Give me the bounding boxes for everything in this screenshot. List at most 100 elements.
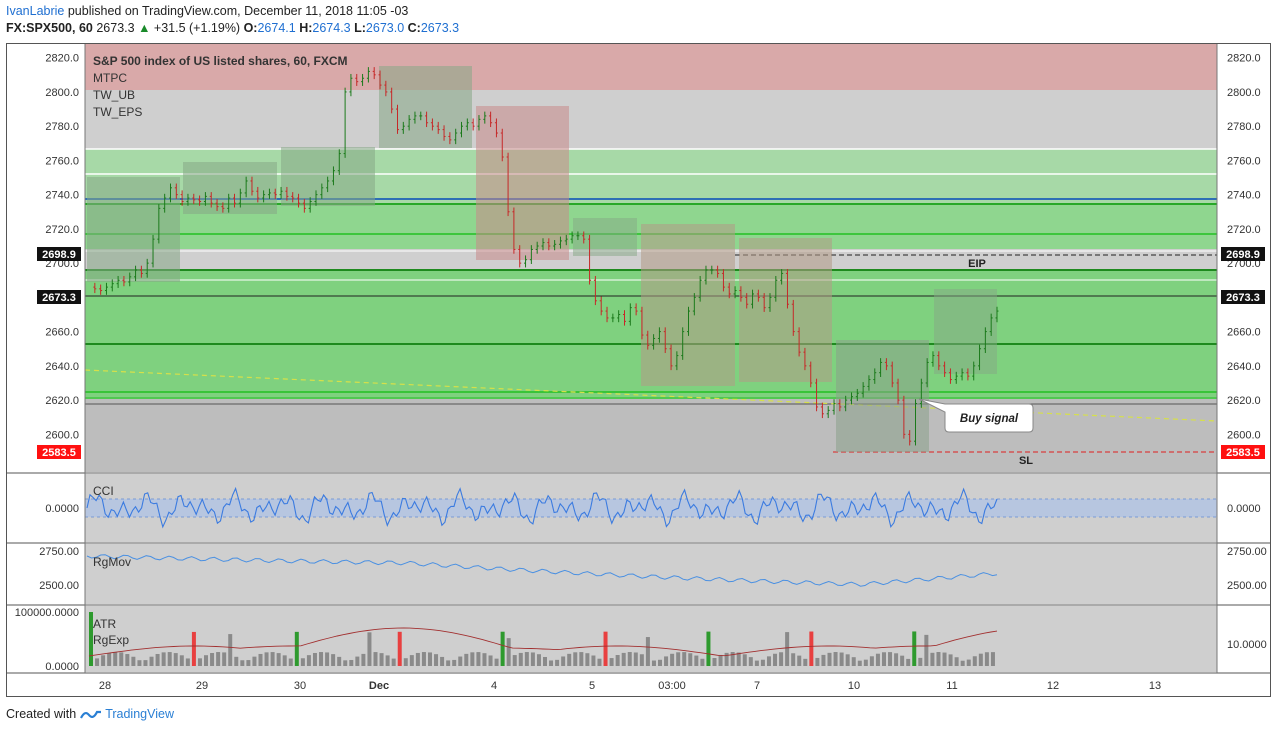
range-box	[87, 177, 180, 282]
atr-bar	[331, 654, 336, 666]
atr-bar	[101, 655, 106, 666]
high-label: H:	[299, 21, 313, 35]
atr-bar	[470, 652, 475, 666]
atr-bar	[397, 631, 402, 666]
price-tick-right: 2820.0	[1227, 53, 1261, 65]
atr-bar	[107, 653, 112, 666]
eip-price-left: 2698.9	[42, 249, 76, 261]
atr-bar	[948, 654, 953, 666]
atr-bar	[900, 655, 905, 666]
atr-bar	[228, 634, 233, 666]
atr-bar	[427, 652, 432, 666]
published-text: published on TradingView.com, December 1…	[64, 4, 409, 18]
atr-bar	[506, 638, 511, 666]
atr-bar	[306, 655, 311, 666]
atr-bar	[385, 655, 390, 666]
time-axis[interactable]: 28 29 30 Dec 4 5 03:00 7 10 11 12 13	[99, 680, 1161, 692]
atr-bar	[694, 655, 699, 666]
time-tick: 4	[491, 680, 497, 692]
atr-bar	[760, 659, 765, 666]
price-tick-left: 2640.0	[45, 361, 79, 373]
chart-canvas[interactable]: Buy signal EIP SL S&P 500 index of US li…	[7, 44, 1270, 696]
chart-frame[interactable]: Buy signal EIP SL S&P 500 index of US li…	[6, 43, 1271, 697]
atr-bar	[349, 659, 354, 666]
atr-tick-top: 100000.0000	[15, 607, 79, 619]
price-tick-left: 2740.0	[45, 190, 79, 202]
range-box	[281, 147, 375, 206]
atr-bar	[851, 657, 856, 666]
atr-bar	[434, 654, 439, 666]
atr-bar	[894, 653, 899, 666]
atr-bar	[246, 660, 251, 666]
atr-bar	[627, 652, 632, 666]
atr-bar	[597, 658, 602, 666]
cci-line	[86, 486, 998, 529]
atr-bar	[494, 658, 499, 666]
buy-signal-label: Buy signal	[960, 413, 1019, 425]
atr-bar	[258, 653, 263, 666]
atr-bar	[125, 654, 130, 666]
atr-bar	[149, 656, 154, 666]
atr-bar	[294, 631, 299, 666]
atr-bar	[216, 652, 221, 666]
atr-bar	[797, 655, 802, 666]
atr-bar	[591, 655, 596, 666]
atr-bar	[155, 653, 160, 666]
last-price-badge-left: 2673.3	[37, 290, 81, 304]
up-arrow-icon: ▲	[138, 21, 151, 35]
time-tick: Dec	[369, 680, 389, 692]
atr-bar	[143, 660, 148, 666]
price-tick-right: 2600.0	[1227, 429, 1261, 441]
rgmov-label: RgMov	[93, 555, 131, 569]
atr-bar	[446, 660, 451, 666]
indicator-label: MTPC	[93, 71, 127, 85]
last-price-badge-right: 2673.3	[1221, 290, 1265, 304]
atr-bar	[779, 652, 784, 666]
atr-bar	[615, 655, 620, 666]
atr-bar	[464, 653, 469, 666]
atr-bar	[373, 652, 378, 666]
indicator-legend: MTPC TW_UB TW_EPS	[93, 71, 142, 119]
main-pane-title: S&P 500 index of US listed shares, 60, F…	[93, 54, 348, 68]
atr-bar	[367, 632, 372, 666]
atr-bar	[337, 656, 342, 666]
atr-bar	[119, 652, 124, 666]
atr-bar	[530, 652, 535, 666]
range-box	[573, 218, 637, 256]
author-link[interactable]: IvanLabrie	[6, 4, 65, 18]
atr-bar	[549, 660, 554, 666]
atr-bar	[252, 656, 257, 666]
atr-bar	[748, 657, 753, 666]
atr-bar	[845, 654, 850, 666]
price-tick-right: 2760.0	[1227, 155, 1261, 167]
atr-bar	[676, 652, 681, 666]
atr-bar	[633, 652, 638, 666]
atr-bar	[567, 653, 572, 666]
atr-bar	[918, 657, 923, 666]
atr-bar	[936, 652, 941, 666]
atr-bar	[355, 656, 360, 666]
atr-bar	[555, 659, 560, 666]
atr-bar	[421, 652, 426, 666]
atr-bar	[954, 657, 959, 666]
price-tick-left: 2720.0	[45, 224, 79, 236]
atr-bar	[161, 652, 166, 666]
buy-signal-callout: Buy signal	[918, 398, 1034, 433]
rgmov-tick-bottom-left: 2500.00	[39, 580, 79, 592]
atr-bar	[924, 634, 929, 666]
atr-bar	[664, 656, 669, 666]
atr-bar	[815, 657, 820, 666]
close-label: C:	[407, 21, 421, 35]
atr-bar	[452, 659, 457, 666]
price-tick-right: 2620.0	[1227, 395, 1261, 407]
atr-bar	[403, 658, 408, 666]
atr-bar	[173, 653, 178, 666]
last-price: 2673.3	[96, 21, 135, 35]
atr-bar	[361, 653, 366, 666]
atr-bar	[700, 658, 705, 666]
cci-band	[85, 499, 1217, 517]
atr-bar	[312, 652, 317, 666]
range-box	[183, 162, 277, 214]
lower-zone	[85, 399, 1217, 472]
tradingview-brand[interactable]: TradingView	[80, 707, 174, 721]
